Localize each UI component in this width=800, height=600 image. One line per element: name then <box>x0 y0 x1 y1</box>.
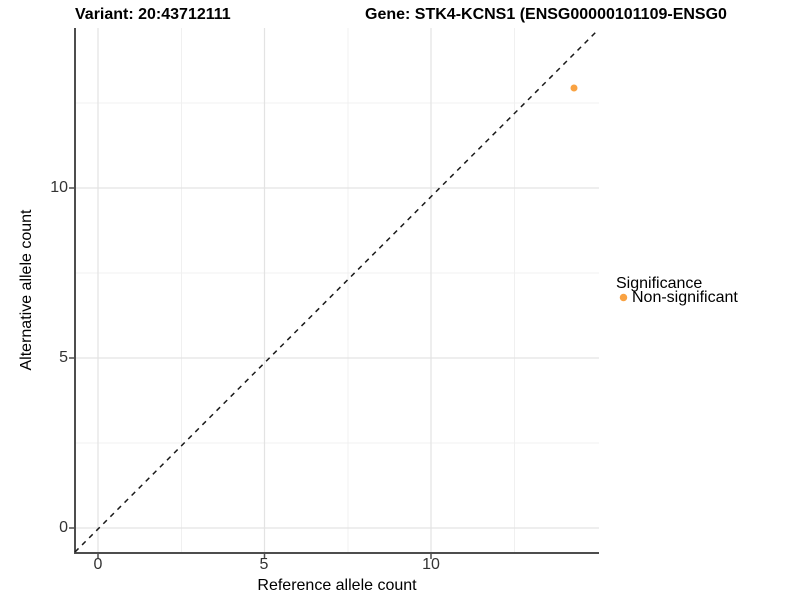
y-tick-10: 10 <box>50 179 68 196</box>
variant-title: Variant: 20:43712111 <box>75 6 231 23</box>
minor-gridlines <box>75 28 599 553</box>
legend-key-dot-icon <box>619 293 628 302</box>
x-tick-10: 10 <box>422 556 440 573</box>
legend-title: Significance <box>616 275 703 292</box>
axis-lines <box>74 28 599 554</box>
axis-ticks <box>69 187 432 559</box>
x-tick-0: 0 <box>93 556 103 573</box>
x-axis-title: Reference allele count <box>257 577 417 594</box>
major-gridlines <box>75 28 599 553</box>
x-tick-5: 5 <box>259 556 269 573</box>
identity-line <box>74 29 599 553</box>
gene-title: Gene: STK4-KCNS1 (ENSG00000101109-ENSG0 <box>365 6 727 23</box>
y-tick-5: 5 <box>59 349 68 366</box>
y-tick-0: 0 <box>59 519 68 536</box>
legend-item-non-significant: Non-significant <box>632 289 738 306</box>
y-axis-title: Alternative allele count <box>18 209 35 371</box>
data-point-non-significant <box>570 84 578 92</box>
